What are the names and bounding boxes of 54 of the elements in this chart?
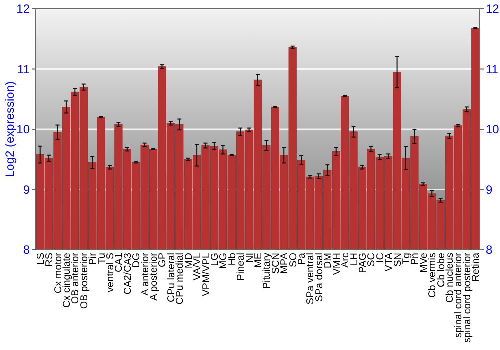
x-tick-label: CA1: [114, 252, 126, 272]
x-tick-label: LH: [349, 253, 360, 266]
x-tick-label: RS: [44, 252, 56, 267]
x-tick-label: Pituitary: [262, 253, 274, 290]
y-tick-label: 10: [16, 122, 30, 137]
x-tick-label: Tg: [402, 253, 412, 265]
x-tick-label: OB posterior: [79, 252, 90, 310]
y2-tick-label: 11: [486, 62, 499, 76]
y-tick-label: 11: [18, 62, 30, 76]
x-tick-label: ME: [254, 252, 264, 268]
x-tick-label: A anterior: [140, 252, 152, 296]
x-tick-label: SCN: [270, 253, 282, 274]
x-tick-label: SO: [288, 252, 300, 268]
x-tick-label: SC: [366, 253, 378, 267]
x-tick-label: Cx cingulate: [62, 252, 73, 308]
x-tick-label: OB anterior: [70, 252, 82, 304]
x-tick-label: Arc: [340, 253, 352, 268]
x-tick-label: Pn: [410, 253, 422, 266]
x-tick-label: Hb: [227, 252, 238, 266]
x-tick-label: spinal cord anterior: [454, 252, 465, 338]
y-tick-label: 12: [16, 2, 30, 16]
x-tick-label: SN: [392, 253, 404, 267]
x-tick-label: ventral S: [106, 252, 116, 292]
x-tick-label: A posterior: [149, 252, 160, 301]
x-tick-label: Pineal: [236, 253, 248, 281]
x-tick-label: VPM/VPL: [201, 252, 212, 296]
x-tick-label: VMH: [332, 253, 343, 276]
x-tick-label: LG: [210, 252, 221, 266]
x-tick-label: PAG: [358, 252, 369, 274]
y-axis-title: Log2 (expression): [3, 81, 18, 178]
y2-tick-label: 10: [486, 122, 500, 137]
y-tick-label: 8: [23, 243, 30, 258]
x-tick-label: GP: [158, 252, 169, 268]
x-tick-label: IC: [375, 253, 386, 263]
x-tick-label: NI: [244, 253, 256, 263]
x-tick-label: LS: [36, 252, 47, 266]
x-tick-label: spinal cord posterior: [462, 252, 474, 344]
x-tick-label: Retina: [471, 252, 482, 282]
x-tick-label: CA2/CA3: [122, 252, 134, 295]
x-tick-label: MPA: [280, 252, 291, 274]
x-tick-label: DM: [323, 253, 334, 269]
x-tick-label: CPu medial: [175, 253, 186, 305]
y2-tick-label: 8: [486, 243, 493, 258]
x-tick-label: SPa dorsal: [314, 253, 326, 302]
x-tick-label: MVe: [418, 252, 430, 274]
x-tick-label: DG: [132, 252, 143, 268]
x-tick-label: CPu lateral: [166, 253, 178, 302]
x-tick-label: Pir: [88, 252, 100, 266]
y2-tick-label: 12: [486, 2, 500, 16]
x-tick-label: Tu: [96, 253, 108, 264]
x-tick-label: Cb lobe: [436, 252, 448, 288]
y2-tick-label: 9: [486, 182, 493, 197]
x-tick-label: VTA: [384, 252, 396, 272]
y-tick-label: 9: [23, 182, 30, 197]
